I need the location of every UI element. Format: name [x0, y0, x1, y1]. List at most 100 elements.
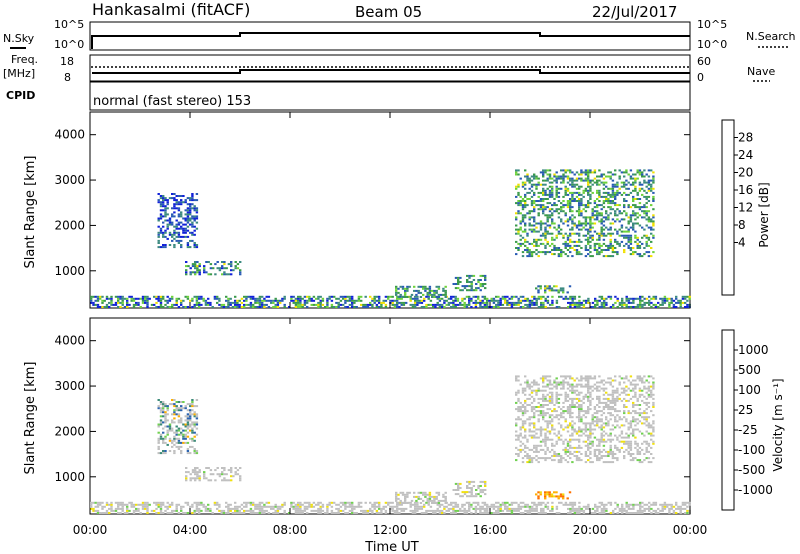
heatmap-cell-0	[409, 503, 412, 506]
heatmap-cell-0	[519, 306, 523, 308]
heatmap-cell-0	[668, 503, 671, 506]
heatmap-cell-0	[425, 509, 428, 512]
heatmap-cell-0	[222, 306, 226, 308]
heatmap-cell-6	[598, 440, 601, 443]
heatmap-cell-6	[551, 220, 554, 223]
heatmap-cell-6	[548, 224, 552, 227]
heatmap-cell-6	[609, 428, 612, 431]
heatmap-cell-0	[319, 306, 322, 308]
heatmap-cell-1	[186, 221, 190, 224]
heatmap-cell-0	[238, 512, 241, 514]
heatmap-cell-6	[598, 253, 601, 256]
heatmap-cell-0	[416, 297, 419, 300]
heatmap-cell-1	[191, 429, 194, 432]
heatmap-cell-6	[575, 377, 579, 380]
heatmap-cell-3	[404, 296, 407, 298]
heatmap-cell-1	[189, 409, 192, 412]
heatmap-cell-0	[524, 509, 527, 512]
heatmap-cell-0	[492, 505, 496, 508]
heatmap-cell-0	[483, 297, 487, 300]
heatmap-cell-1	[191, 413, 194, 416]
heatmap-cell-1	[173, 207, 176, 210]
heatmap-cell-3	[431, 296, 434, 298]
heatmap-cell-0	[454, 295, 457, 298]
heatmap-cell-0	[159, 297, 163, 300]
heatmap-cell-0	[375, 303, 379, 306]
heatmap-cell-6	[598, 183, 601, 186]
heatmap-cell-1	[177, 427, 181, 430]
heatmap-cell-6	[571, 412, 574, 415]
heatmap-cell-1	[173, 211, 176, 214]
heatmap-cell-1	[175, 235, 178, 238]
heatmap-cell-6	[636, 422, 639, 425]
heatmap-cell-0	[481, 299, 484, 302]
heatmap-cell-5	[553, 495, 556, 498]
heatmap-cell-0	[618, 301, 622, 304]
heatmap-cell-6	[528, 430, 531, 433]
heatmap-cell-0	[506, 295, 509, 298]
heatmap-cell-0	[594, 297, 597, 300]
heatmap-cell-6	[548, 210, 552, 213]
heatmap-cell-6	[533, 436, 536, 439]
heatmap-cell-0	[182, 505, 185, 508]
heatmap-cell-6	[600, 195, 603, 198]
heatmap-cell-0	[344, 507, 347, 510]
heatmap-cell-6	[627, 247, 630, 249]
heatmap-cell-4	[452, 489, 455, 491]
heatmap-cell-0	[603, 505, 606, 508]
heatmap-cell-2	[227, 263, 231, 266]
heatmap-cell-1	[180, 407, 183, 410]
heatmap-cell-6	[627, 236, 630, 239]
heatmap-cell-6	[544, 183, 547, 186]
heatmap-cell-6	[602, 232, 606, 235]
heatmap-cell-6	[528, 387, 531, 390]
heatmap-cell-1	[193, 233, 196, 236]
heatmap-cell-0	[344, 297, 347, 300]
heatmap-cell-1	[173, 443, 176, 446]
heatmap-cell-6	[553, 432, 556, 435]
heatmap-cell-0	[571, 501, 574, 504]
heatmap-cell-0	[677, 299, 680, 302]
heatmap-cell-6	[584, 228, 588, 231]
heatmap-cell-6	[641, 210, 644, 213]
heatmap-cell-0	[180, 299, 183, 302]
heatmap-cell-3	[401, 285, 405, 288]
heatmap-cell-6	[618, 220, 621, 223]
heatmap-cell-0	[670, 503, 673, 506]
heatmap-cell-6	[650, 187, 653, 190]
heatmap-cell-0	[162, 512, 165, 514]
heatmap-cell-6	[589, 391, 592, 394]
heatmap-cell-0	[209, 507, 212, 510]
heatmap-cell-6	[589, 216, 592, 219]
heatmap-cell-0	[650, 512, 653, 514]
heatmap-cell-6	[629, 420, 633, 423]
heatmap-cell-6	[526, 232, 529, 235]
heatmap-cell-6	[616, 185, 619, 188]
heatmap-cell-0	[533, 507, 536, 510]
heatmap-cell-0	[425, 303, 428, 306]
heatmap-cell-4	[457, 279, 460, 281]
heatmap-cell-3	[399, 293, 402, 296]
heatmap-cell-6	[598, 397, 601, 400]
heatmap-cell-0	[569, 306, 572, 308]
heatmap-cell-6	[546, 224, 549, 227]
heatmap-cell-6	[584, 424, 588, 427]
heatmap-cell-0	[319, 512, 322, 514]
heatmap-cell-6	[632, 222, 635, 225]
heatmap-cell-1	[157, 246, 160, 249]
heatmap-cell-6	[625, 375, 628, 378]
heatmap-cell-6	[571, 222, 574, 225]
heatmap-cell-1	[159, 437, 163, 440]
heatmap-cell-6	[546, 422, 549, 425]
heatmap-cell-0	[393, 299, 397, 302]
heatmap-cell-6	[584, 395, 588, 398]
heatmap-cell-6	[519, 204, 522, 207]
heatmap-cell-1	[191, 421, 194, 424]
heatmap-cell-0	[535, 303, 538, 306]
heatmap-cell-6	[533, 450, 536, 453]
heatmap-cell-0	[182, 299, 185, 302]
heatmap-cell-1	[164, 421, 167, 424]
heatmap-cell-1	[159, 452, 163, 455]
heatmap-cell-6	[535, 222, 538, 225]
